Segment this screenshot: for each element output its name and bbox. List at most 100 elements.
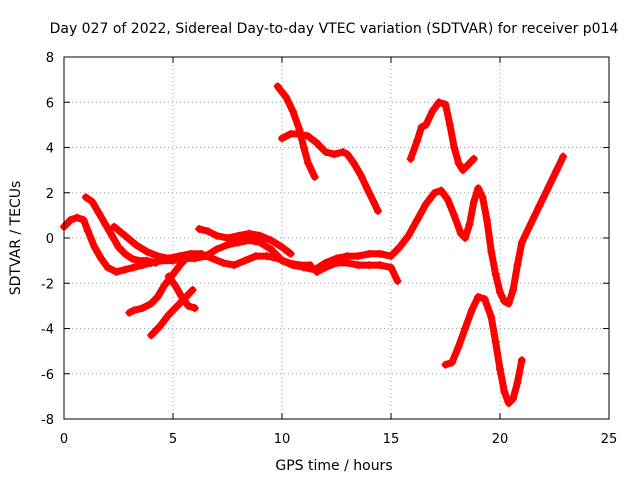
data-point-marker xyxy=(363,184,372,193)
x-tick-label: 0 xyxy=(60,432,68,447)
data-point-marker xyxy=(417,123,426,132)
data-point-marker xyxy=(147,299,156,308)
x-tick-label: 20 xyxy=(492,432,509,447)
data-point-marker xyxy=(142,256,151,265)
data-point-marker xyxy=(478,193,487,202)
data-point-marker xyxy=(441,360,450,369)
data-point-marker xyxy=(387,252,395,261)
data-point-marker xyxy=(177,258,186,267)
series-trace xyxy=(147,286,197,339)
data-point-marker xyxy=(240,256,249,265)
data-point-marker xyxy=(312,138,321,147)
data-point-marker xyxy=(376,249,385,258)
data-point-marker xyxy=(203,227,212,236)
data-point-marker xyxy=(131,240,140,249)
data-point-marker xyxy=(504,299,513,308)
data-point-marker xyxy=(121,231,130,240)
data-point-marker xyxy=(160,281,169,290)
data-point-marker xyxy=(295,129,304,138)
data-point-marker xyxy=(184,301,193,310)
data-point-marker xyxy=(387,263,395,272)
data-point-marker xyxy=(448,358,457,367)
data-point-marker xyxy=(465,159,474,168)
data-point-marker xyxy=(428,107,437,116)
data-point-marker xyxy=(500,297,509,306)
data-point-marker xyxy=(458,166,467,175)
data-point-marker xyxy=(267,236,276,245)
data-point-marker xyxy=(491,338,500,347)
series-track-l xyxy=(441,292,526,408)
data-point-marker xyxy=(79,215,88,224)
data-point-marker xyxy=(171,281,180,290)
data-point-marker xyxy=(262,252,271,261)
series-track-e xyxy=(312,258,402,285)
data-point-marker xyxy=(343,258,352,267)
data-point-marker xyxy=(164,272,173,281)
y-tick-label: -6 xyxy=(41,368,54,383)
series-track-k xyxy=(406,98,478,175)
data-point-marker xyxy=(175,252,184,261)
data-point-marker xyxy=(278,134,286,143)
data-point-marker xyxy=(195,224,204,233)
data-point-marker xyxy=(234,238,243,247)
data-point-marker xyxy=(284,258,293,267)
series-track-a xyxy=(60,152,568,308)
data-point-marker xyxy=(138,304,147,313)
y-tick-label: 6 xyxy=(46,96,54,111)
x-tick-label: 10 xyxy=(274,432,291,447)
data-point-marker xyxy=(393,276,402,285)
data-point-marker xyxy=(474,292,483,301)
data-point-marker xyxy=(437,186,446,195)
data-point-marker xyxy=(94,209,103,218)
data-point-marker xyxy=(339,148,348,157)
data-point-marker xyxy=(487,313,496,322)
y-tick-label: 0 xyxy=(46,232,54,247)
data-point-marker xyxy=(282,93,291,102)
data-point-marker xyxy=(330,150,339,159)
data-point-marker xyxy=(256,231,265,240)
y-tick-label: 2 xyxy=(46,187,54,202)
data-point-marker xyxy=(223,240,232,249)
data-point-marker xyxy=(66,215,75,224)
data-point-marker xyxy=(535,202,544,211)
data-point-marker xyxy=(487,247,496,256)
data-point-marker xyxy=(186,249,195,258)
data-point-marker xyxy=(81,193,90,202)
data-point-marker xyxy=(513,378,522,387)
y-tick-label: -2 xyxy=(41,277,54,292)
data-point-marker xyxy=(190,304,199,313)
data-point-marker xyxy=(83,227,92,236)
data-point-marker xyxy=(413,136,422,145)
data-point-marker xyxy=(88,197,97,206)
data-point-marker xyxy=(321,148,330,157)
chart-title: Day 027 of 2022, Sidereal Day-to-day VTE… xyxy=(50,21,619,37)
data-point-marker xyxy=(310,172,319,181)
data-point-marker xyxy=(356,170,365,179)
data-point-marker xyxy=(450,143,459,152)
data-point-marker xyxy=(151,258,160,267)
data-point-marker xyxy=(430,188,439,197)
data-point-marker xyxy=(450,211,459,220)
data-point-marker xyxy=(454,159,463,168)
series-track-g xyxy=(147,286,197,340)
data-point-marker xyxy=(112,267,121,276)
series-trace xyxy=(195,225,295,258)
data-point-marker xyxy=(230,261,239,270)
data-point-marker xyxy=(73,213,82,222)
data-point-marker xyxy=(321,263,330,272)
data-point-marker xyxy=(406,154,415,163)
data-point-marker xyxy=(559,152,568,161)
y-tick-label: -4 xyxy=(41,323,54,338)
data-point-marker xyxy=(343,150,352,159)
x-tick-label: 5 xyxy=(169,432,177,447)
data-point-marker xyxy=(421,200,430,209)
data-point-marker xyxy=(517,356,526,365)
data-point-marker xyxy=(441,100,450,109)
data-point-marker xyxy=(188,286,197,295)
grid-lines xyxy=(64,57,609,419)
data-point-marker xyxy=(517,238,526,247)
x-axis-label: GPS time / hours xyxy=(275,458,392,474)
y-tick-label: -8 xyxy=(41,413,54,428)
data-point-marker xyxy=(552,166,561,175)
